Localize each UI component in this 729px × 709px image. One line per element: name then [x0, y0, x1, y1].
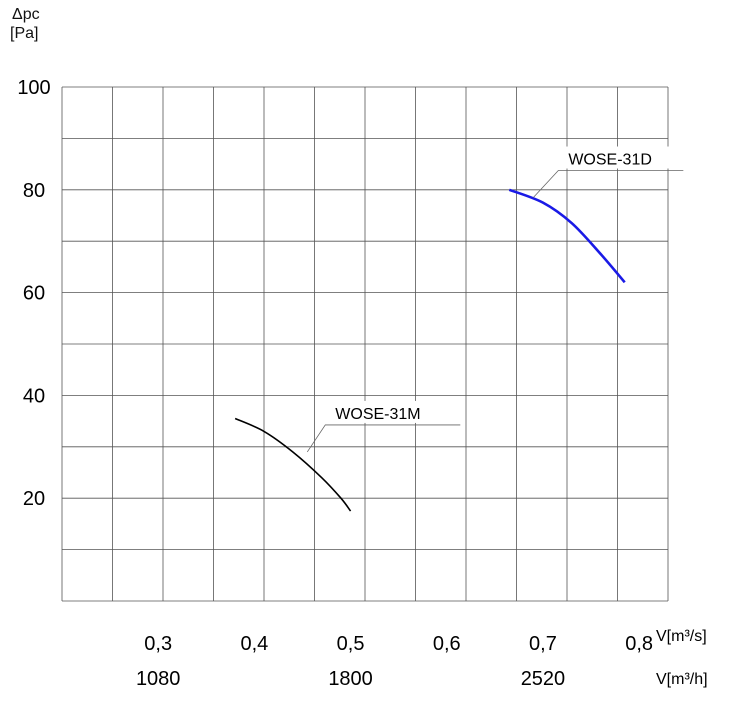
- y-tick-label: 40: [23, 385, 45, 407]
- x-tick-label-m3h: 1800: [328, 668, 373, 690]
- y-axis-label-symbol: Δpc: [12, 6, 40, 23]
- x-axis-unit-m3s: V[m³/s]: [656, 628, 707, 645]
- x-tick-label-m3s: 0,3: [144, 633, 172, 655]
- x-tick-label-m3s: 0,7: [529, 633, 557, 655]
- x-tick-label-m3s: 0,4: [240, 633, 268, 655]
- y-tick-label: 60: [23, 283, 45, 305]
- series-label-leader: [306, 424, 461, 453]
- series-label-background: [329, 400, 457, 423]
- series-label-background: [562, 146, 680, 169]
- x-tick-label-m3s: 0,5: [337, 633, 365, 655]
- x-axis-unit-m3h: V[m³/h]: [656, 671, 708, 688]
- series-label-leader: [533, 170, 684, 198]
- x-tick-label-m3h: 1080: [136, 668, 181, 690]
- series-curve-wose-31m: [234, 417, 352, 512]
- y-tick-label: 100: [17, 77, 50, 99]
- y-tick-label: 80: [23, 180, 45, 202]
- series-label-wose-31d: WOSE-31D: [568, 152, 652, 169]
- series-curve-wose-31d: [508, 188, 626, 284]
- y-axis-label-unit: [Pa]: [10, 25, 39, 42]
- x-tick-label-m3h: 2520: [521, 668, 566, 690]
- x-tick-label-m3s: 0,6: [433, 633, 461, 655]
- series-label-wose-31m: WOSE-31M: [335, 406, 420, 423]
- x-tick-label-m3s: 0,8: [625, 633, 653, 655]
- y-tick-label: 20: [23, 488, 45, 510]
